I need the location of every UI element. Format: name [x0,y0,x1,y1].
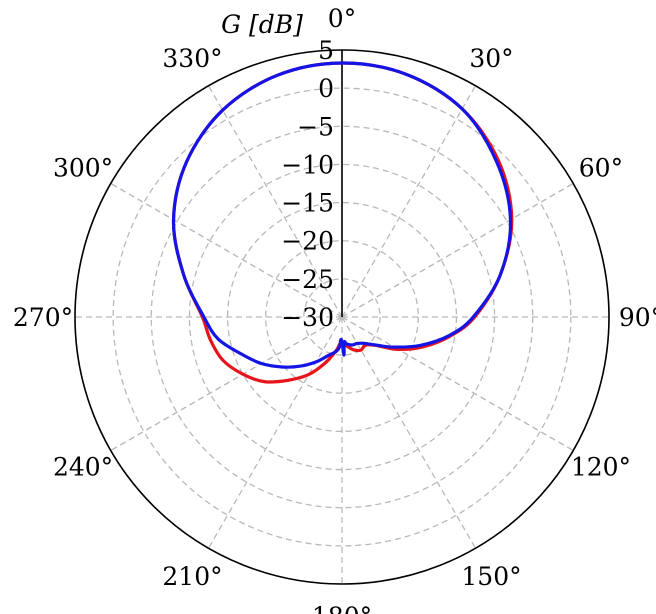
radial-axis [74,49,610,585]
grid-spoke [341,182,574,318]
polar-grid [74,49,610,585]
angle-tick-label: 150° [461,562,521,591]
angle-tick-label: 180° [312,602,372,614]
grid-spoke [110,316,343,452]
angle-tick-label: 330° [162,44,222,73]
grid-spoke [341,85,477,318]
grid-circle [112,87,572,547]
radial-tick-label: −30 [281,303,334,332]
angle-tick-label: 0° [328,4,356,33]
series-line [171,61,513,369]
grid-circle [265,240,419,394]
axis-labels: G [dB] 5 0 −5 −10 −15 −20 −25 −30 0° 30° 60° 90° 120… [13,4,656,614]
angle-tick-label: 210° [162,562,222,591]
radial-tick-label: −5 [297,112,334,141]
grid-spoke [207,85,343,318]
data-series [171,61,514,384]
radial-tick-label: −20 [281,227,334,256]
gain-axis-label: G [dB] [221,10,303,39]
radial-tick-label: −15 [281,189,334,218]
grid-spoke [207,316,343,549]
grid-spoke [341,316,574,452]
radial-tick-label: 0 [318,74,334,103]
grid-circle [303,278,381,356]
grid-spoke [110,182,343,318]
angle-tick-label: 60° [579,154,623,183]
radial-tick-label: −10 [281,150,334,179]
angle-tick-label: 300° [53,154,113,183]
angle-tick-label: 90° [619,303,656,332]
angle-tick-label: 240° [53,453,113,482]
angle-tick-label: 120° [571,453,631,482]
radial-tick-label: 5 [318,36,334,65]
angle-tick-label: 30° [469,44,513,73]
angle-tick-label: 270° [13,303,73,332]
grid-spoke [341,316,477,549]
radial-tick-label: −25 [281,265,334,294]
